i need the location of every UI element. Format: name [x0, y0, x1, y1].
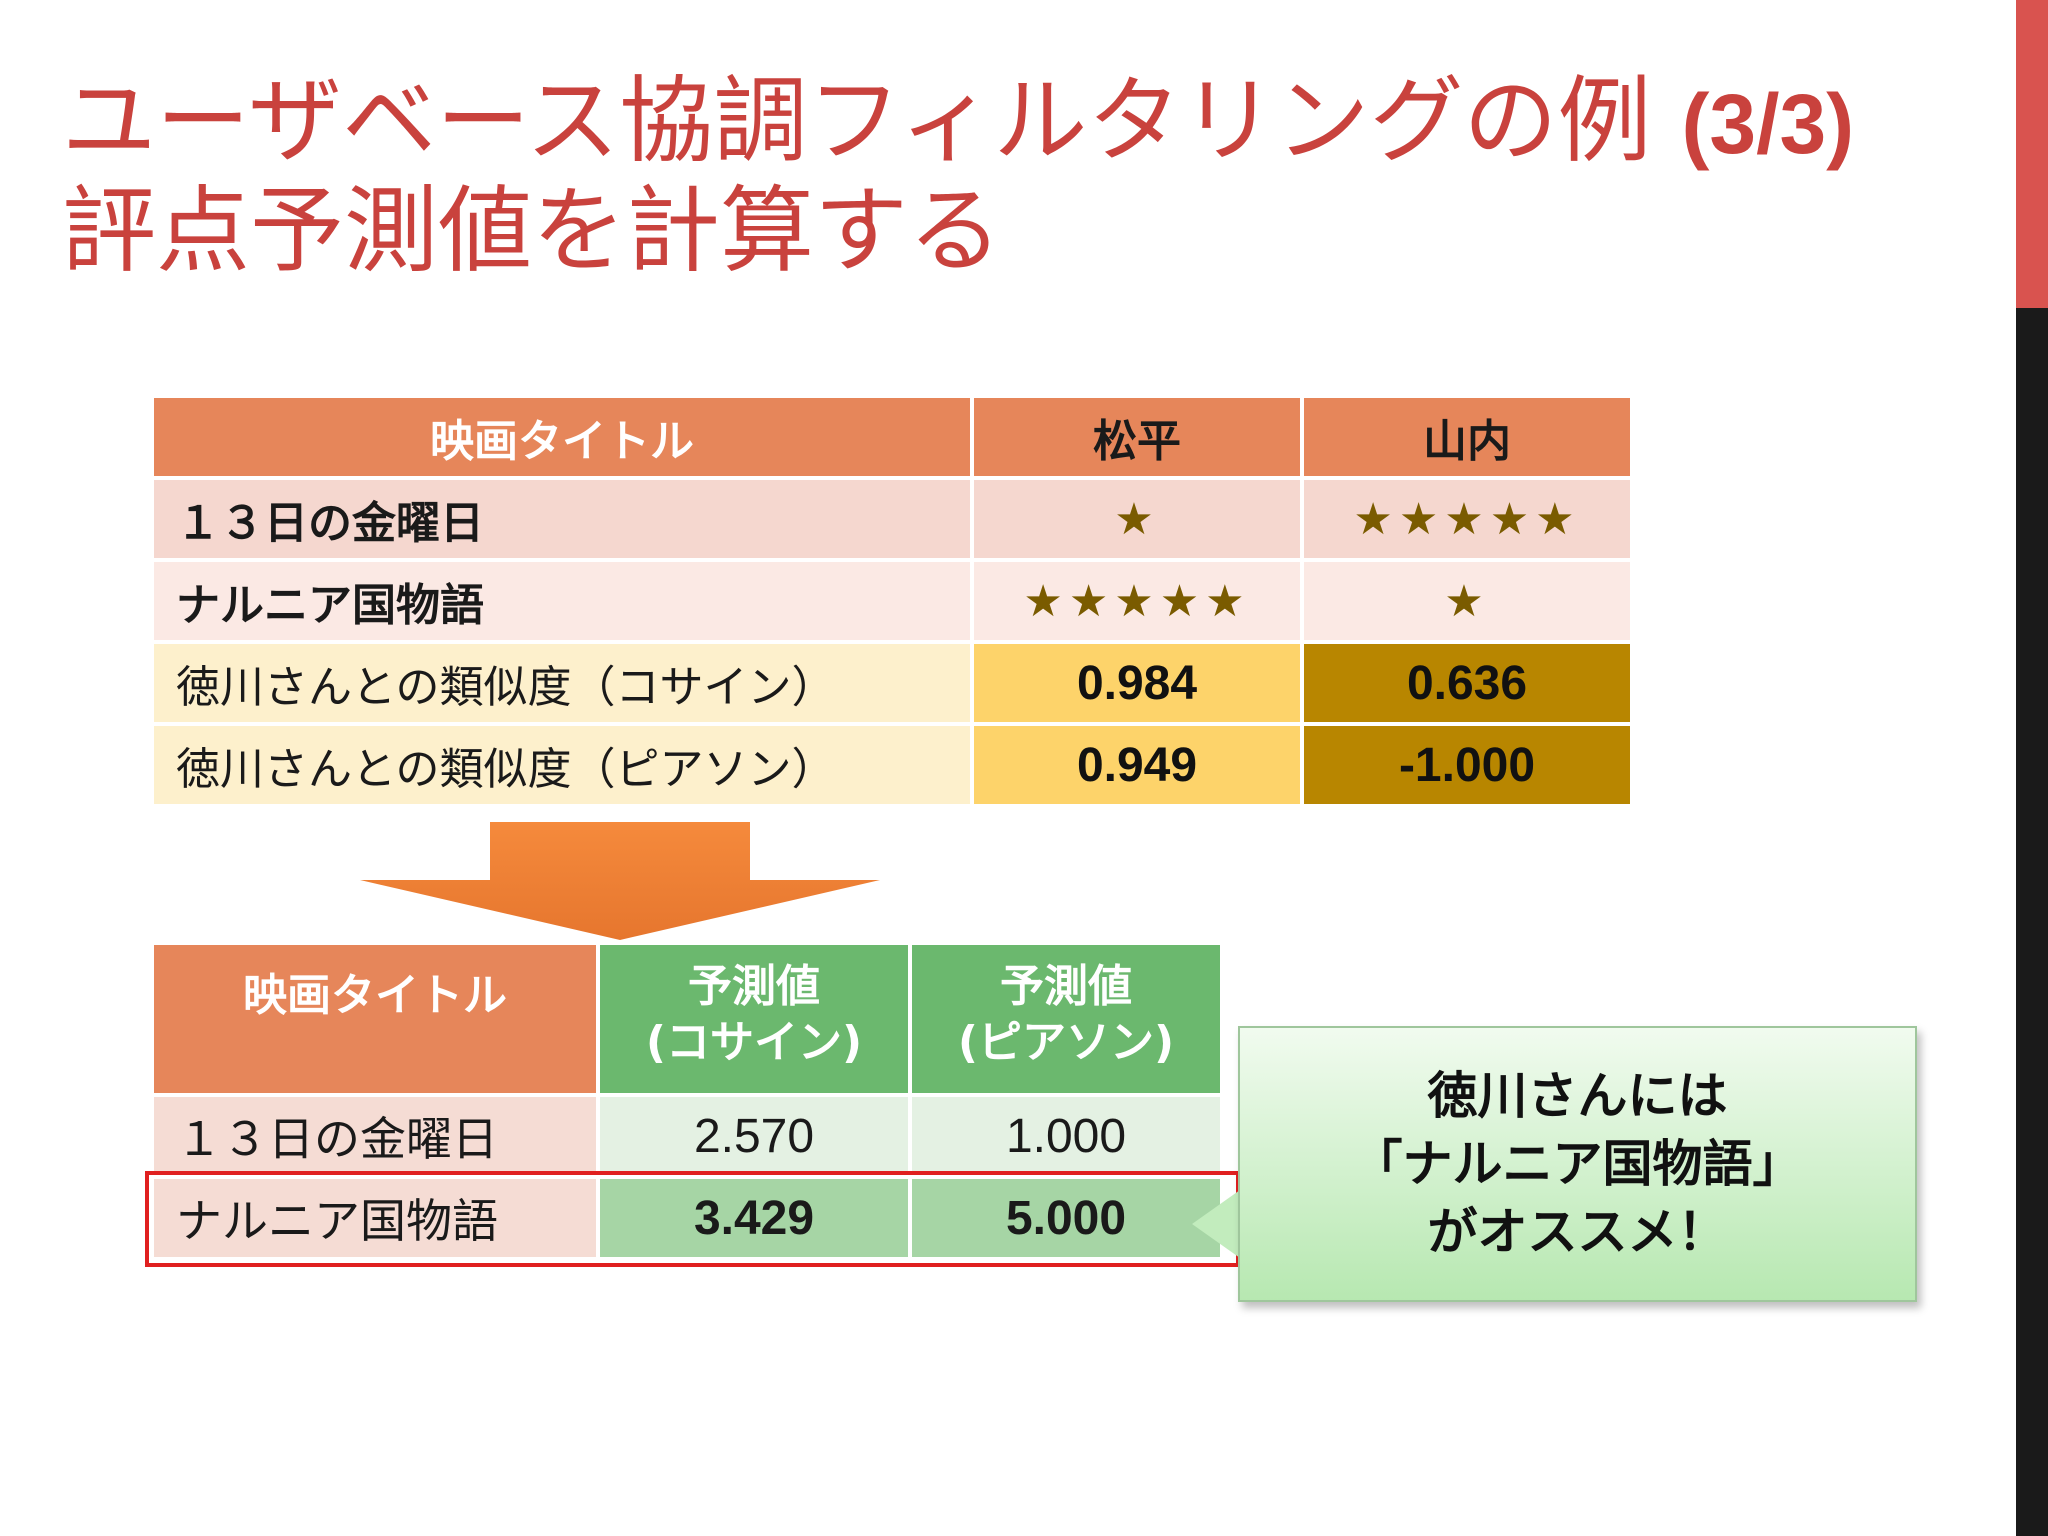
title-page-count: (3/3): [1681, 77, 1855, 171]
table-header-row: 映画タイトル 松平 山内: [154, 398, 1630, 476]
similarity-value: 0.984: [974, 644, 1300, 722]
title-line-2: 評点予測値を計算する: [62, 177, 1003, 286]
header-matsudaira: 松平: [974, 398, 1300, 476]
header-pearson-prediction: 予測値 (ピアソン): [912, 945, 1220, 1093]
table-row: １３日の金曜日 ★ ★★★★★: [154, 480, 1630, 558]
callout-line: 徳川さんには: [1427, 1067, 1728, 1125]
prediction-table: 映画タイトル 予測値 (コサイン) 予測値 (ピアソン) １３日の金曜日 2.5…: [150, 941, 1224, 1261]
header-line: (コサイン): [645, 1017, 863, 1068]
row-label: 徳川さんとの類似度（ピアソン）: [154, 726, 970, 804]
similarity-value: -1.000: [1304, 726, 1630, 804]
header-line: 予測値: [1000, 961, 1132, 1012]
header-cosine-prediction: 予測値 (コサイン): [600, 945, 908, 1093]
recommendation-highlight: [145, 1171, 1240, 1267]
rating-stars: ★: [974, 480, 1300, 558]
recommendation-callout: 徳川さんには 「ナルニア国物語」 がオススメ！: [1238, 1026, 1917, 1302]
table-header-row: 映画タイトル 予測値 (コサイン) 予測値 (ピアソン): [154, 945, 1220, 1093]
table-row: 徳川さんとの類似度（ピアソン） 0.949 -1.000: [154, 726, 1630, 804]
prediction-value: 5.000: [912, 1179, 1220, 1257]
prediction-value: 3.429: [600, 1179, 908, 1257]
prediction-value: 1.000: [912, 1097, 1220, 1175]
table-row: ナルニア国物語 ★★★★★ ★: [154, 562, 1630, 640]
table-row: ナルニア国物語 3.429 5.000: [154, 1179, 1220, 1257]
header-line: (ピアソン): [957, 1017, 1175, 1068]
rating-stars: ★: [1304, 562, 1630, 640]
table-row: １３日の金曜日 2.570 1.000: [154, 1097, 1220, 1175]
row-label: 徳川さんとの類似度（コサイン）: [154, 644, 970, 722]
similarity-value: 0.949: [974, 726, 1300, 804]
row-label: １３日の金曜日: [154, 480, 970, 558]
callout-pointer: [1192, 1190, 1240, 1258]
row-label: １３日の金曜日: [154, 1097, 596, 1175]
side-accent-red: [2016, 0, 2048, 308]
callout-line: がオススメ！: [1427, 1203, 1728, 1261]
rating-stars: ★★★★★: [974, 562, 1300, 640]
title-text: ユーザベース協調フィルタリングの例: [62, 67, 1652, 176]
header-movie-title: 映画タイトル: [154, 398, 970, 476]
rating-stars: ★★★★★: [1304, 480, 1630, 558]
row-label: ナルニア国物語: [154, 562, 970, 640]
table-row: 徳川さんとの類似度（コサイン） 0.984 0.636: [154, 644, 1630, 722]
similarity-value: 0.636: [1304, 644, 1630, 722]
callout-line: 「ナルニア国物語」: [1352, 1135, 1803, 1193]
side-accent-black: [2016, 308, 2048, 1536]
header-yamauchi: 山内: [1304, 398, 1630, 476]
ratings-table: 映画タイトル 松平 山内 １３日の金曜日 ★ ★★★★★ ナルニア国物語 ★★★…: [150, 394, 1634, 808]
down-arrow-icon: [360, 822, 880, 940]
prediction-value: 2.570: [600, 1097, 908, 1175]
header-line: 予測値: [688, 961, 820, 1012]
header-movie-title: 映画タイトル: [154, 945, 596, 1093]
row-label: ナルニア国物語: [154, 1179, 596, 1257]
title-line-1: ユーザベース協調フィルタリングの例 (3/3): [62, 68, 1962, 178]
slide-title: ユーザベース協調フィルタリングの例 (3/3) 評点予測値を計算する: [62, 68, 1962, 286]
